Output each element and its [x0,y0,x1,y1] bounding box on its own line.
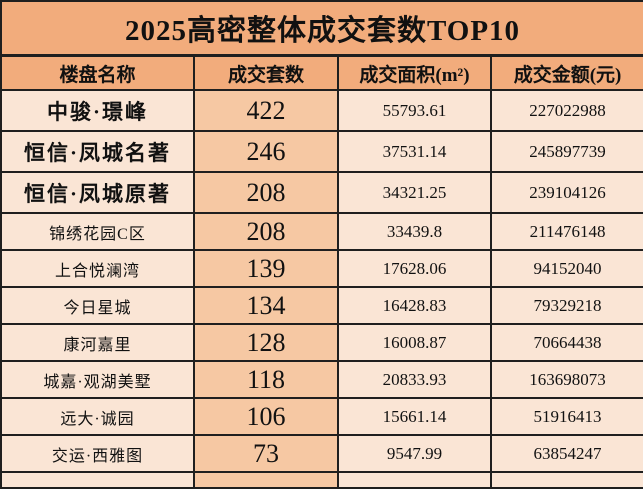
table-row: 中骏·璟峰 422 55793.61 227022988 [0,89,643,132]
cell-amount: 163698073 [489,360,643,399]
cell-property-name: 远大·诚园 [0,397,195,436]
cell-units: 118 [193,360,339,399]
cell-units: 139 [193,249,339,288]
cell-area: 55793.61 [337,89,492,132]
cell-property-name: 恒信·凤城原著 [0,171,195,214]
page-title: 2025高密整体成交套数TOP10 [0,0,643,57]
cell-amount: 79329218 [489,286,643,325]
cell-amount: 63854247 [489,434,643,473]
cell-area: 33439.8 [337,212,492,251]
cell-amount: 94152040 [489,249,643,288]
cell-units: 73 [193,434,339,473]
cell-area: 20833.93 [337,360,492,399]
cell-area: 15661.14 [337,397,492,436]
cell-property-name: 城嘉·观湖美墅 [0,360,195,399]
column-header-area: 成交面积(m²) [337,54,492,91]
cell-amount: 211476148 [489,212,643,251]
table-row: 上合悦澜湾 139 17628.06 94152040 [0,249,643,288]
table-row: 交运·西雅图 73 9547.99 63854247 [0,434,643,473]
cell-units: 246 [193,130,339,173]
cell-property-name: 恒信·凤城名著 [0,130,195,173]
cell-amount [489,471,643,489]
cell-units: 128 [193,323,339,362]
column-header-name: 楼盘名称 [0,54,195,91]
table-row: 城嘉·观湖美墅 118 20833.93 163698073 [0,360,643,399]
cell-property-name: 康河嘉里 [0,323,195,362]
cell-property-name: 锦绣花园C区 [0,212,195,251]
table-row: 恒信·凤城名著 246 37531.14 245897739 [0,130,643,173]
cell-units: 208 [193,212,339,251]
cell-area: 37531.14 [337,130,492,173]
cell-area: 34321.25 [337,171,492,214]
column-header-units: 成交套数 [193,54,339,91]
cell-units: 422 [193,89,339,132]
table-row: 恒信·凤城原著 208 34321.25 239104126 [0,171,643,214]
cell-area: 9547.99 [337,434,492,473]
table-row: 锦绣花园C区 208 33439.8 211476148 [0,212,643,251]
sales-top10-table: 2025高密整体成交套数TOP10 楼盘名称 成交套数 成交面积(m²) 成交金… [0,0,643,489]
cell-amount: 239104126 [489,171,643,214]
cell-property-name: 中骏·璟峰 [0,89,195,132]
table-header-row: 楼盘名称 成交套数 成交面积(m²) 成交金额(元) [0,54,643,91]
cell-units: 208 [193,171,339,214]
cell-amount: 51916413 [489,397,643,436]
cell-property-name: 今日星城 [0,286,195,325]
cell-property-name [0,471,195,489]
cell-amount: 245897739 [489,130,643,173]
cell-property-name: 交运·西雅图 [0,434,195,473]
cell-property-name: 上合悦澜湾 [0,249,195,288]
cell-units [193,471,339,489]
cell-units: 106 [193,397,339,436]
table-title-row: 2025高密整体成交套数TOP10 [0,0,643,57]
table-row: 远大·诚园 106 15661.14 51916413 [0,397,643,436]
cell-area: 16428.83 [337,286,492,325]
cell-amount: 70664438 [489,323,643,362]
cell-area: 17628.06 [337,249,492,288]
cell-amount: 227022988 [489,89,643,132]
cell-area: 16008.87 [337,323,492,362]
partially-visible-row [0,471,643,489]
cell-area [337,471,492,489]
cell-units: 134 [193,286,339,325]
column-header-amount: 成交金额(元) [489,54,643,91]
table-row: 今日星城 134 16428.83 79329218 [0,286,643,325]
table-row: 康河嘉里 128 16008.87 70664438 [0,323,643,362]
